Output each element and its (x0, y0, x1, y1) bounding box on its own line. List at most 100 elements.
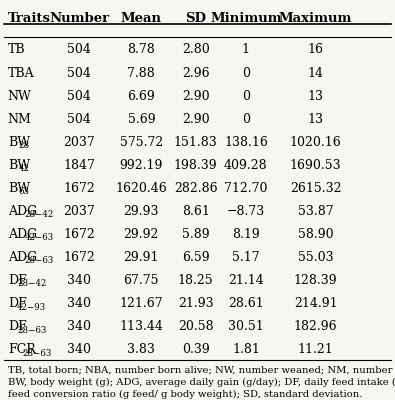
Text: 198.39: 198.39 (174, 159, 217, 172)
Text: 5.89: 5.89 (182, 228, 209, 241)
Text: 1.81: 1.81 (232, 343, 260, 356)
Text: 151.83: 151.83 (174, 136, 217, 149)
Text: ADG: ADG (8, 251, 37, 264)
Text: 29.91: 29.91 (124, 251, 159, 264)
Text: Maximum: Maximum (279, 12, 352, 25)
Text: TB, total born; NBA, number born alive; NW, number weaned; NM, number marketed;
: TB, total born; NBA, number born alive; … (8, 366, 395, 399)
Text: DF: DF (8, 320, 26, 333)
Text: 28−63: 28−63 (17, 326, 46, 334)
Text: 18.25: 18.25 (178, 274, 213, 287)
Text: ADG: ADG (8, 205, 37, 218)
Text: 128.39: 128.39 (294, 274, 337, 287)
Text: BW: BW (8, 182, 30, 195)
Text: TB: TB (8, 44, 25, 56)
Text: 504: 504 (68, 113, 91, 126)
Text: ADG: ADG (8, 228, 37, 241)
Text: 63: 63 (19, 187, 30, 196)
Text: 504: 504 (68, 44, 91, 56)
Text: 504: 504 (68, 90, 91, 102)
Text: 29.93: 29.93 (124, 205, 159, 218)
Text: TBA: TBA (8, 66, 34, 80)
Text: 1672: 1672 (64, 228, 95, 241)
Text: 28−63: 28−63 (25, 256, 54, 266)
Text: 2.80: 2.80 (182, 44, 209, 56)
Text: 28−42: 28−42 (25, 210, 54, 219)
Text: BW: BW (8, 136, 30, 149)
Text: 2037: 2037 (64, 136, 95, 149)
Text: Minimum: Minimum (210, 12, 282, 25)
Text: Mean: Mean (121, 12, 162, 25)
Text: 21.14: 21.14 (228, 274, 264, 287)
Text: 6.69: 6.69 (128, 90, 155, 102)
Text: SD: SD (185, 12, 206, 25)
Text: DF: DF (8, 274, 26, 287)
Text: 20.58: 20.58 (178, 320, 213, 333)
Text: 2.90: 2.90 (182, 113, 209, 126)
Text: 28−63: 28−63 (23, 348, 52, 358)
Text: 53.87: 53.87 (298, 205, 333, 218)
Text: BW: BW (8, 159, 30, 172)
Text: 409.28: 409.28 (224, 159, 268, 172)
Text: 0: 0 (242, 66, 250, 80)
Text: 340: 340 (68, 320, 91, 333)
Text: 8.19: 8.19 (232, 228, 260, 241)
Text: 58.90: 58.90 (298, 228, 333, 241)
Text: 0: 0 (242, 90, 250, 102)
Text: 21.93: 21.93 (178, 297, 213, 310)
Text: DF: DF (8, 297, 26, 310)
Text: 113.44: 113.44 (119, 320, 163, 333)
Text: 214.91: 214.91 (294, 297, 337, 310)
Text: 67.75: 67.75 (124, 274, 159, 287)
Text: 138.16: 138.16 (224, 136, 268, 149)
Text: 42−93: 42−93 (17, 302, 46, 312)
Text: 8.78: 8.78 (128, 44, 155, 56)
Text: 992.19: 992.19 (120, 159, 163, 172)
Text: 5.17: 5.17 (232, 251, 260, 264)
Text: 11.21: 11.21 (298, 343, 333, 356)
Text: Number: Number (49, 12, 109, 25)
Text: 6.59: 6.59 (182, 251, 209, 264)
Text: 13: 13 (308, 113, 324, 126)
Text: 1672: 1672 (64, 251, 95, 264)
Text: 282.86: 282.86 (174, 182, 217, 195)
Text: 504: 504 (68, 66, 91, 80)
Text: 182.96: 182.96 (294, 320, 337, 333)
Text: 712.70: 712.70 (224, 182, 268, 195)
Text: 340: 340 (68, 274, 91, 287)
Text: 3.83: 3.83 (128, 343, 155, 356)
Text: 28−42: 28−42 (17, 280, 47, 288)
Text: 1672: 1672 (64, 182, 95, 195)
Text: 0: 0 (242, 113, 250, 126)
Text: 1: 1 (242, 44, 250, 56)
Text: 55.03: 55.03 (298, 251, 333, 264)
Text: 1620.46: 1620.46 (115, 182, 167, 195)
Text: 28: 28 (19, 141, 30, 150)
Text: NM: NM (8, 113, 32, 126)
Text: 13: 13 (308, 90, 324, 102)
Text: FCR: FCR (8, 343, 36, 356)
Text: 2.90: 2.90 (182, 90, 209, 102)
Text: 14: 14 (308, 66, 324, 80)
Text: 5.69: 5.69 (128, 113, 155, 126)
Text: 30.51: 30.51 (228, 320, 264, 333)
Text: 28.61: 28.61 (228, 297, 264, 310)
Text: 1690.53: 1690.53 (290, 159, 341, 172)
Text: 340: 340 (68, 343, 91, 356)
Text: 42: 42 (19, 164, 30, 173)
Text: 7.88: 7.88 (128, 66, 155, 80)
Text: 340: 340 (68, 297, 91, 310)
Text: 42−63: 42−63 (25, 233, 54, 242)
Text: 2615.32: 2615.32 (290, 182, 341, 195)
Text: NW: NW (8, 90, 32, 102)
Text: Traits: Traits (8, 12, 51, 25)
Text: 2.96: 2.96 (182, 66, 209, 80)
Text: 8.61: 8.61 (182, 205, 209, 218)
Text: 0.39: 0.39 (182, 343, 209, 356)
Text: 575.72: 575.72 (120, 136, 163, 149)
Text: 2037: 2037 (64, 205, 95, 218)
Text: 1020.16: 1020.16 (290, 136, 341, 149)
Text: 16: 16 (308, 44, 324, 56)
Text: 1847: 1847 (64, 159, 95, 172)
Text: 29.92: 29.92 (124, 228, 159, 241)
Text: −8.73: −8.73 (227, 205, 265, 218)
